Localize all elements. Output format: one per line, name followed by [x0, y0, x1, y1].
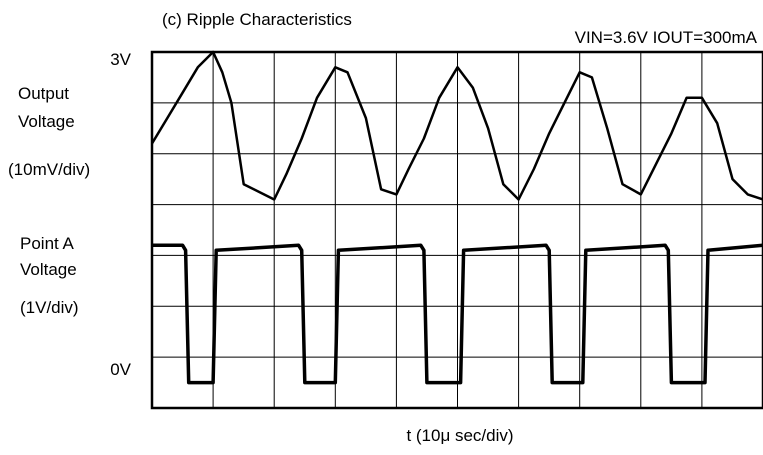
test-conditions: VIN=3.6V IOUT=300mA [574, 28, 757, 47]
output-voltage-trace [150, 50, 763, 201]
chart-title: (c) Ripple Characteristics [162, 10, 352, 29]
plot-frame [150, 50, 763, 410]
output-label-line2: Voltage [18, 112, 75, 131]
grid [152, 52, 763, 408]
bottom-level-label: 0V [110, 360, 131, 379]
output-label-line1: Output [18, 84, 70, 103]
x-axis-label: t (10μ sec/div) [406, 426, 514, 445]
top-level-label: 3V [110, 50, 131, 69]
pointa-label-line2: Voltage [20, 260, 77, 279]
pointa-label-line1: Point A [20, 234, 74, 253]
pointa-scale-label: (1V/div) [20, 298, 79, 317]
point-a-voltage-trace [152, 243, 763, 385]
output-scale-label: (10mV/div) [8, 160, 91, 179]
traces [150, 50, 763, 385]
